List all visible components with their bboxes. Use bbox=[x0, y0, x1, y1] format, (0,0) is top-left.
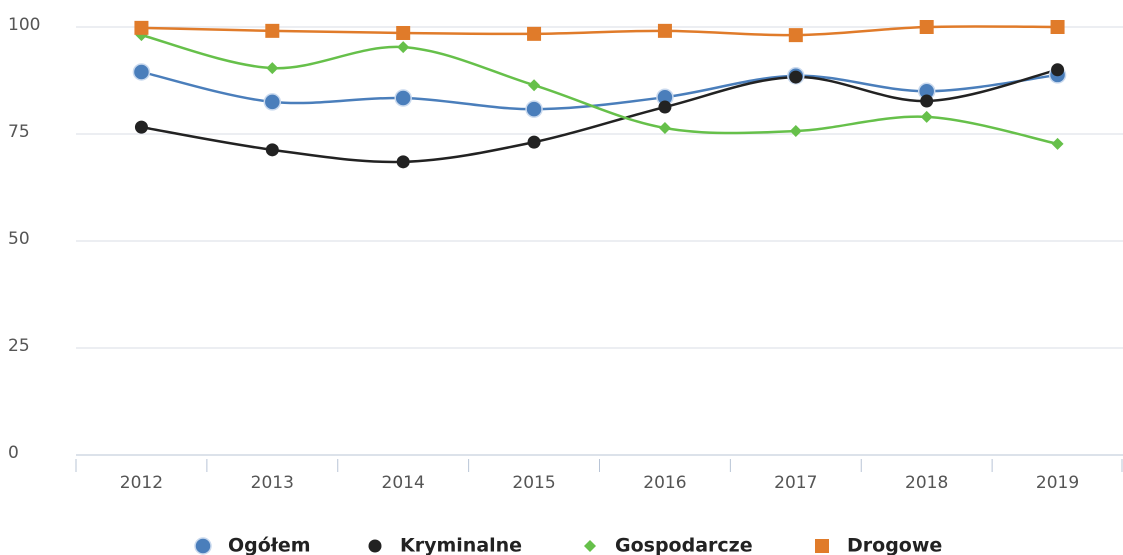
x-tick-label: 2015 bbox=[512, 473, 555, 493]
data-point bbox=[265, 23, 280, 38]
legend-marker bbox=[368, 539, 382, 553]
data-point bbox=[132, 63, 151, 81]
data-point bbox=[1051, 63, 1065, 77]
data-point bbox=[789, 125, 802, 138]
y-tick-label: 75 bbox=[8, 122, 30, 142]
data-point bbox=[394, 89, 412, 107]
data-point bbox=[528, 79, 541, 92]
y-tick-label: 0 bbox=[8, 443, 19, 463]
data-point bbox=[527, 135, 541, 149]
data-point bbox=[263, 93, 282, 111]
y-tick-label: 50 bbox=[8, 229, 30, 249]
data-point bbox=[788, 28, 803, 43]
data-point bbox=[657, 23, 672, 38]
x-tick-label: 2013 bbox=[251, 473, 294, 493]
y-tick-label: 100 bbox=[8, 15, 40, 35]
legend-label: Kryminalne bbox=[400, 535, 522, 555]
legend-label: Gospodarcze bbox=[615, 535, 753, 555]
series-line bbox=[141, 25, 1058, 37]
data-point bbox=[525, 100, 543, 118]
x-tick-label: 2017 bbox=[774, 473, 817, 493]
x-tick-label: 2019 bbox=[1036, 473, 1079, 493]
legend-marker bbox=[194, 537, 212, 555]
data-point bbox=[658, 122, 671, 135]
data-point bbox=[396, 25, 411, 40]
y-tick-label: 25 bbox=[8, 336, 30, 356]
data-point bbox=[920, 110, 933, 123]
data-point bbox=[134, 120, 148, 134]
data-point bbox=[920, 94, 934, 108]
x-tick-label: 2016 bbox=[643, 473, 686, 493]
data-point bbox=[658, 100, 672, 114]
data-point bbox=[1050, 20, 1065, 34]
x-tick-label: 2014 bbox=[382, 473, 425, 493]
x-tick-label: 2018 bbox=[905, 473, 948, 493]
series-line bbox=[141, 70, 1058, 111]
series-line bbox=[141, 68, 1058, 164]
data-point bbox=[527, 26, 542, 41]
data-point bbox=[1051, 137, 1064, 150]
x-tick-label: 2012 bbox=[120, 473, 163, 493]
data-point bbox=[789, 70, 803, 84]
legend-marker bbox=[584, 540, 596, 552]
data-point bbox=[396, 155, 410, 169]
legend-marker bbox=[815, 539, 829, 553]
legend-label: Drogowe bbox=[847, 535, 942, 555]
data-point bbox=[266, 62, 279, 75]
series-line bbox=[141, 33, 1058, 146]
data-point bbox=[134, 20, 149, 35]
data-point bbox=[397, 41, 410, 54]
data-point bbox=[919, 20, 934, 34]
legend-label: Ogółem bbox=[228, 535, 311, 555]
data-point bbox=[265, 143, 279, 157]
